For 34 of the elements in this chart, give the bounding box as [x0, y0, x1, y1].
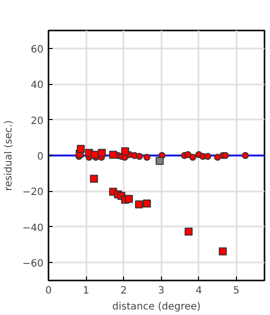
point — [222, 152, 229, 159]
x-axis-title: distance (degree) — [112, 302, 201, 312]
x-tick-label: 5 — [233, 286, 240, 296]
y-tick-label: −40 — [22, 222, 44, 234]
y-tick-label: 40 — [30, 80, 44, 92]
x-tick-label: 1 — [82, 286, 90, 296]
x-tick-label: 4 — [196, 286, 202, 296]
x-tick-label: 0 — [45, 286, 52, 296]
point — [189, 154, 196, 161]
y-tick-label: 20 — [30, 116, 44, 127]
y-axis-title: residual (sec.) — [3, 120, 14, 191]
point — [121, 147, 130, 156]
x-tick-label: 3 — [158, 286, 164, 296]
point — [184, 151, 192, 158]
point — [156, 156, 164, 165]
point — [76, 144, 85, 153]
y-tick-label: 0 — [37, 152, 44, 162]
point — [184, 228, 193, 236]
point — [142, 200, 151, 208]
point — [143, 154, 150, 161]
point — [109, 150, 118, 159]
point — [124, 194, 133, 203]
point — [242, 152, 249, 159]
y-tick-label: −60 — [22, 258, 44, 270]
point — [204, 152, 212, 160]
x-tick-label: 2 — [120, 286, 127, 296]
point — [98, 148, 106, 157]
point — [135, 200, 144, 208]
y-tick-label: −20 — [22, 187, 44, 198]
point — [90, 150, 99, 159]
point — [90, 174, 98, 183]
point — [136, 152, 143, 160]
y-tick-label: 60 — [30, 44, 44, 56]
point — [218, 247, 227, 256]
